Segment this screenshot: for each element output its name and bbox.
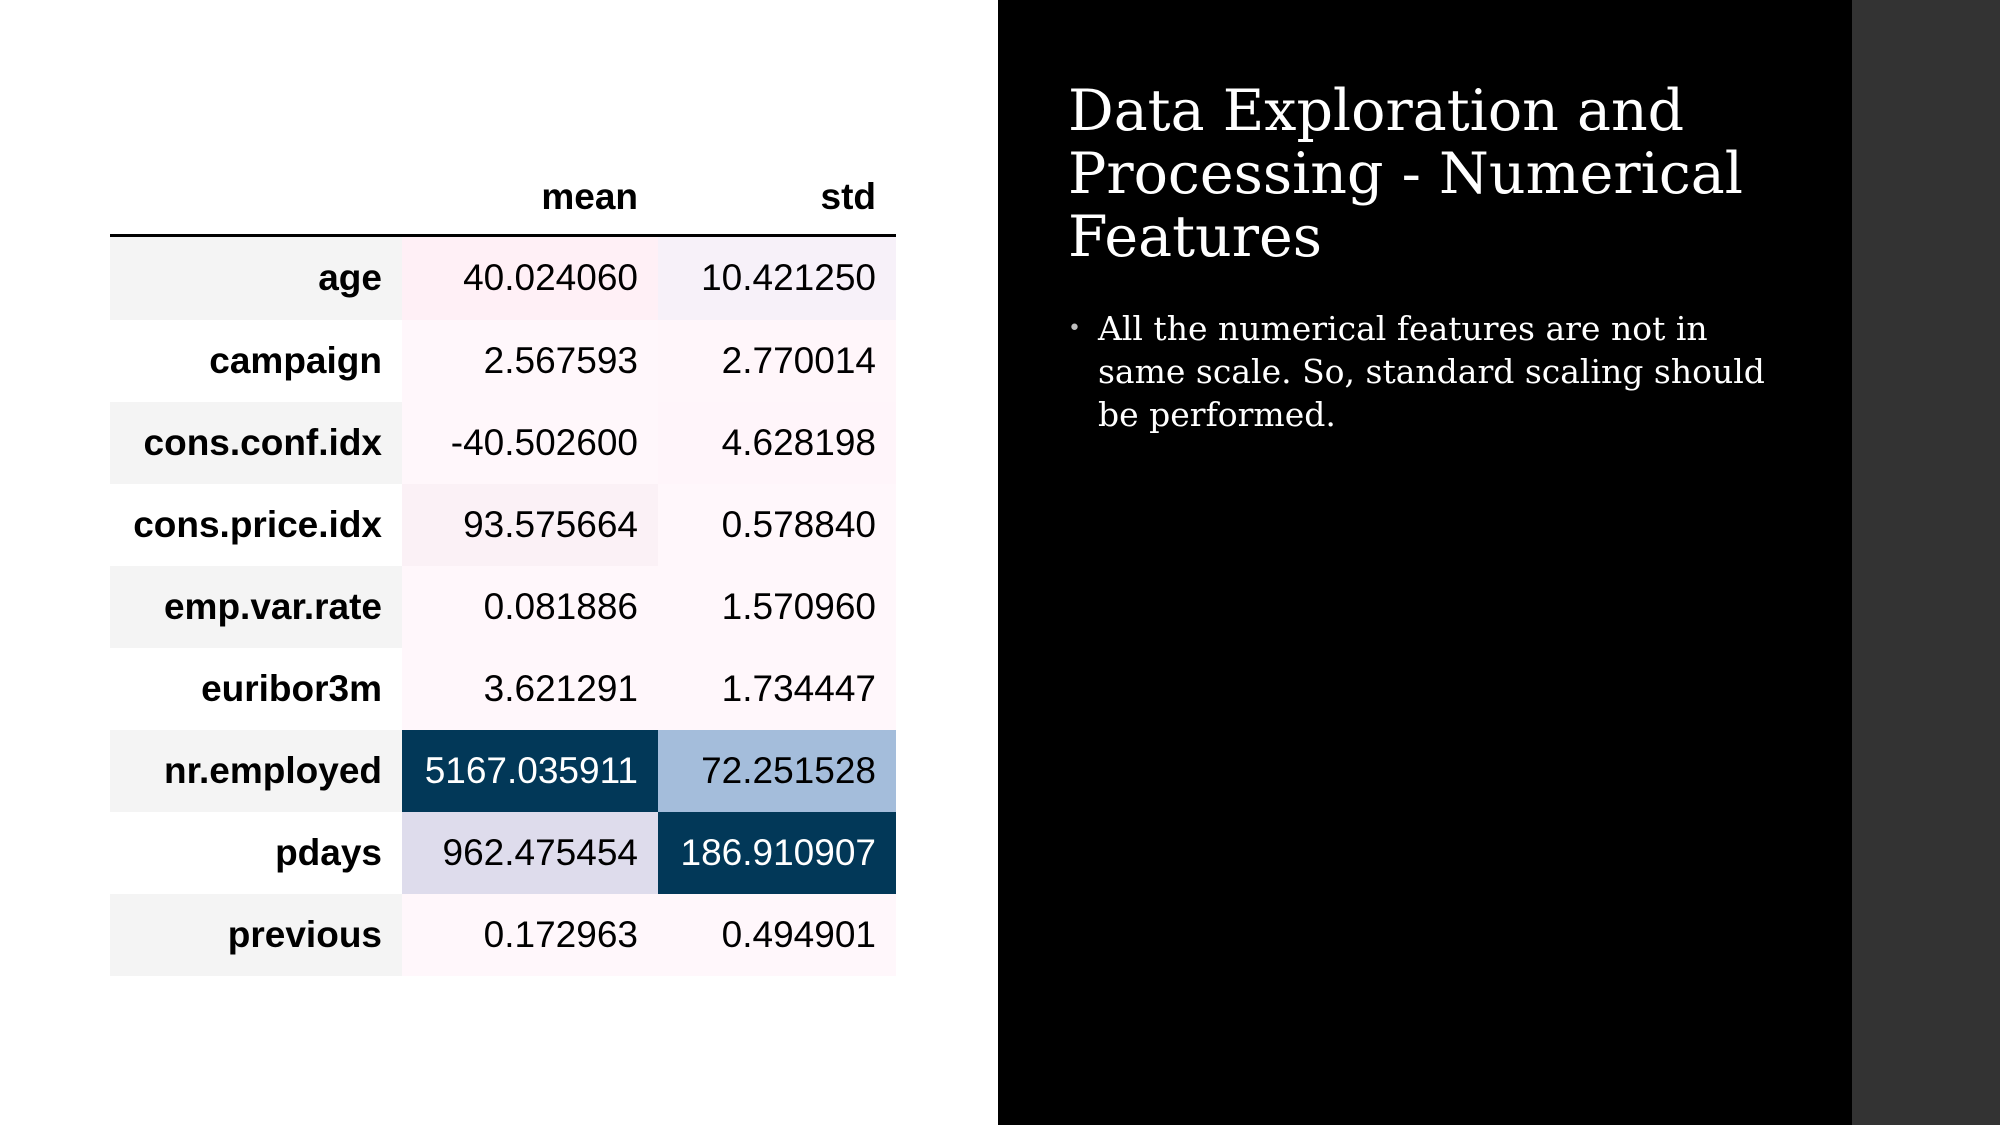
table-body: age 40.024060 10.421250 campaign 2.567593 2.7…	[110, 235, 896, 976]
cell-mean: 5167.035911	[402, 729, 658, 812]
table-row: cons.conf.idx -40.502600 4.628198	[110, 401, 896, 484]
cell-mean: 0.081886	[402, 565, 658, 648]
cell-mean: 3.621291	[402, 647, 658, 730]
bullet-item: • All the numerical features are not in …	[1068, 307, 1788, 436]
row-label: age	[110, 235, 402, 320]
cell-std: 10.421250	[658, 235, 896, 320]
table-header-row: mean std	[110, 160, 896, 237]
cell-std: 2.770014	[658, 319, 896, 402]
row-label: cons.conf.idx	[110, 401, 402, 484]
table-row: cons.price.idx 93.575664 0.578840	[110, 483, 896, 566]
cell-mean: 93.575664	[402, 483, 658, 566]
cell-std: 0.494901	[658, 893, 896, 976]
column-header-std: std	[658, 160, 896, 237]
slide-text-panel: Data Exploration and Processing - Numeri…	[998, 0, 1852, 1125]
row-label: pdays	[110, 811, 402, 894]
bullet-list: • All the numerical features are not in …	[1068, 307, 1788, 436]
row-label: previous	[110, 893, 402, 976]
cell-std: 4.628198	[658, 401, 896, 484]
bullet-text: All the numerical features are not in sa…	[1098, 309, 1765, 434]
slide-edge-strip	[1852, 0, 2000, 1125]
row-label: campaign	[110, 319, 402, 402]
cell-std: 72.251528	[658, 729, 896, 812]
cell-mean: 962.475454	[402, 811, 658, 894]
row-label: nr.employed	[110, 729, 402, 812]
table-corner-cell	[110, 160, 402, 237]
row-label: euribor3m	[110, 647, 402, 730]
cell-mean: -40.502600	[402, 401, 658, 484]
bullet-dot-icon: •	[1068, 316, 1081, 341]
row-label: cons.price.idx	[110, 483, 402, 566]
table-row: pdays 962.475454 186.910907	[110, 811, 896, 894]
cell-std: 0.578840	[658, 483, 896, 566]
table-row: campaign 2.567593 2.770014	[110, 319, 896, 402]
cell-mean: 0.172963	[402, 893, 658, 976]
summary-stats-table: mean std age 40.024060 10.421250 campaign 2.…	[110, 160, 896, 976]
table-row: age 40.024060 10.421250	[110, 235, 896, 320]
slide-title: Data Exploration and Processing - Numeri…	[1068, 78, 1743, 270]
cell-std: 1.570960	[658, 565, 896, 648]
table-row: previous 0.172963 0.494901	[110, 893, 896, 976]
row-label: emp.var.rate	[110, 565, 402, 648]
cell-mean: 2.567593	[402, 319, 658, 402]
cell-std: 186.910907	[658, 811, 896, 894]
table-panel: mean std age 40.024060 10.421250 campaign 2.…	[0, 0, 998, 1125]
table-row: emp.var.rate 0.081886 1.570960	[110, 565, 896, 648]
cell-std: 1.734447	[658, 647, 896, 730]
column-header-mean: mean	[402, 160, 658, 237]
cell-mean: 40.024060	[402, 235, 658, 320]
table-row: nr.employed 5167.035911 72.251528	[110, 729, 896, 812]
table-row: euribor3m 3.621291 1.734447	[110, 647, 896, 730]
